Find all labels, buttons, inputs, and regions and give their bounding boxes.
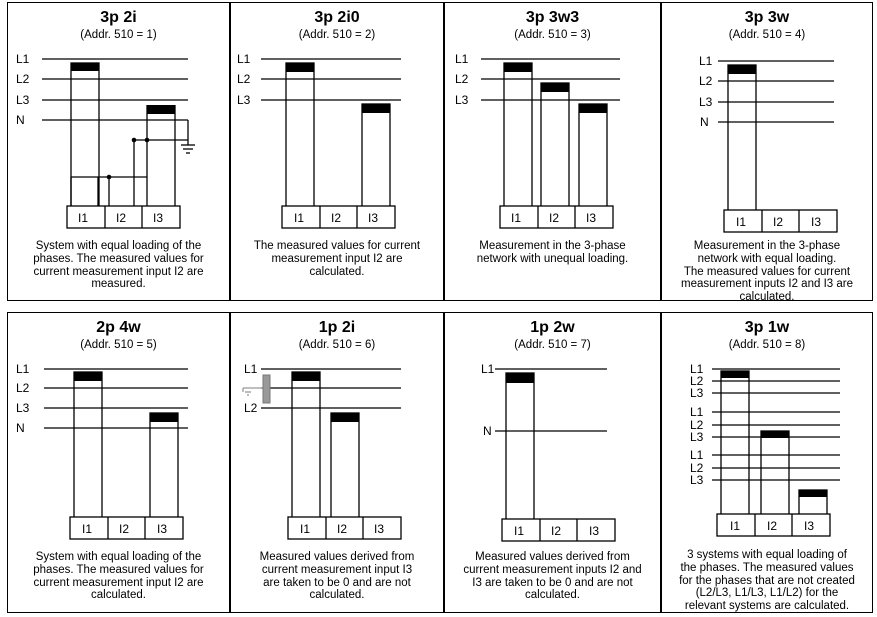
- line-label: L3: [690, 386, 704, 400]
- line-label: N: [16, 113, 25, 127]
- wiring-diagram: L1 L2 L3 N I1 I2 I3: [16, 52, 195, 229]
- panel-address: (Addr. 510 = 2): [298, 29, 376, 41]
- input-label: I3: [804, 519, 814, 533]
- line-label: L1: [16, 362, 30, 376]
- panel-3p-2i: 3p 2i (Addr. 510 = 1): [7, 2, 230, 301]
- line-label: L2: [16, 381, 30, 395]
- panel-title: 1p 2w: [530, 319, 575, 336]
- panel-description: System with equal loading of the phases. …: [33, 240, 204, 291]
- input-label: I2: [116, 211, 126, 225]
- line-label: L3: [690, 473, 704, 487]
- input-label: I3: [586, 211, 596, 225]
- line-label: L2: [699, 74, 713, 88]
- line-label: L2: [455, 72, 469, 86]
- input-label: I3: [811, 215, 821, 229]
- panel-3p-2i0: 3p 2i0 (Addr. 510 = 2) L1 L2 L3 I1 I2 I3…: [230, 2, 444, 301]
- input-label: I1: [294, 211, 304, 225]
- input-label: I3: [589, 524, 599, 538]
- input-label: I2: [551, 524, 561, 538]
- line-label: L3: [455, 93, 469, 107]
- panel-3p-3w3: 3p 3w3 (Addr. 510 = 3) L1 L2 L3 I1 I2 I3…: [444, 2, 661, 301]
- input-label: I2: [549, 211, 559, 225]
- input-label: I2: [337, 522, 347, 536]
- panel-address: (Addr. 510 = 4): [728, 29, 806, 41]
- panel-2p-4w: 2p 4w (Addr. 510 = 5) L1 L2 L3 N I1 I2 I…: [7, 312, 230, 613]
- line-label: L3: [16, 401, 30, 415]
- input-label: I3: [374, 522, 384, 536]
- wiring-diagram: L1 L2 L3 I1 I2 I3: [455, 52, 620, 229]
- line-label: L1: [237, 52, 251, 66]
- line-label: L2: [237, 72, 251, 86]
- line-label: L3: [16, 93, 30, 107]
- line-label: L1: [244, 362, 258, 376]
- line-label: L1: [699, 54, 713, 68]
- line-label: N: [16, 421, 25, 435]
- input-label: I3: [153, 211, 163, 225]
- line-label: L2: [16, 72, 30, 86]
- input-label: I3: [157, 522, 167, 536]
- line-label: L3: [690, 430, 704, 444]
- input-label: I1: [514, 524, 524, 538]
- input-label: I1: [730, 519, 740, 533]
- wiring-diagram: L1 L2 I1 I2 I3: [242, 362, 402, 540]
- panel-description: Measured values derived from current meas…: [259, 551, 415, 602]
- line-label: L1: [690, 405, 704, 419]
- panel-title: 3p 2i0: [314, 9, 360, 26]
- line-label: L1: [16, 52, 30, 66]
- panel-1p-2i: 1p 2i (Addr. 510 = 6) L1 L2 I1 I2 I3 Mea…: [230, 312, 444, 613]
- line-label: L1: [690, 362, 704, 376]
- input-label: I2: [767, 519, 777, 533]
- panel-title: 1p 2i: [318, 319, 356, 336]
- input-label: I2: [331, 211, 341, 225]
- line-label: L3: [699, 95, 713, 109]
- input-label: I1: [300, 522, 310, 536]
- input-label: I3: [368, 211, 378, 225]
- input-label: I1: [736, 215, 746, 229]
- wiring-diagram: L1 L2 L3 N I1 I2 I3: [699, 54, 838, 233]
- line-label: L2: [690, 461, 704, 475]
- panel-description: The measured values for current measureme…: [253, 240, 421, 278]
- panel-description: 3 systems with equal loading of the phase…: [679, 549, 855, 613]
- line-label: L2: [690, 418, 704, 432]
- input-label: I1: [82, 522, 92, 536]
- panel-description: Measurement in the 3-phase network with u…: [476, 240, 629, 265]
- line-label: N: [700, 115, 709, 129]
- transformer-icon: [242, 387, 264, 396]
- panel-1p-2w: 1p 2w (Addr. 510 = 7) L1 N I1 I2 I3 Meas…: [444, 312, 661, 613]
- panel-description: Measured values derived from current meas…: [463, 551, 642, 602]
- line-label: L2: [690, 374, 704, 388]
- panel-title: 3p 2i: [100, 9, 137, 26]
- panel-address: (Addr. 510 = 5): [80, 339, 157, 351]
- wiring-diagram: L1 N I1 I2 I3: [481, 362, 616, 542]
- input-label: I2: [119, 522, 129, 536]
- line-label: L1: [481, 362, 495, 376]
- input-label: I2: [773, 215, 783, 229]
- panel-address: (Addr. 510 = 6): [298, 339, 376, 351]
- wiring-diagram: L1 L2 L3 N I1 I2 I3: [16, 362, 188, 540]
- line-label: L3: [237, 93, 251, 107]
- panel-title: 3p 1w: [744, 319, 790, 336]
- panel-3p-1w: 3p 1w (Addr. 510 = 8) L1 L2 L3 L1 L2 L3: [661, 312, 873, 613]
- line-label: L2: [244, 401, 258, 415]
- panel-address: (Addr. 510 = 3): [514, 29, 591, 41]
- panel-address: (Addr. 510 = 1): [80, 29, 157, 41]
- panel-title: 3p 3w: [744, 9, 790, 26]
- panel-address: (Addr. 510 = 7): [514, 339, 591, 351]
- panel-title: 3p 3w3: [525, 9, 580, 26]
- panel-description: System with equal loading of the phases. …: [33, 551, 204, 602]
- line-label: N: [483, 424, 492, 438]
- input-label: I1: [78, 211, 88, 225]
- wiring-diagram: L1 L2 L3 I1 I2 I3: [237, 52, 401, 229]
- input-label: I1: [511, 211, 521, 225]
- line-label: L1: [455, 52, 469, 66]
- wiring-diagram: L1 L2 L3 L1 L2 L3 L1 L2 L3 I1 I2 I3: [690, 362, 840, 537]
- panel-address: (Addr. 510 = 8): [728, 339, 806, 351]
- panel-title: 2p 4w: [96, 319, 141, 336]
- line-label: L1: [690, 448, 704, 462]
- panel-3p-3w: 3p 3w (Addr. 510 = 4) L1 L2 L3 N I1 I2 I…: [661, 2, 873, 304]
- panel-description: Measurement in the 3-phase network with e…: [681, 240, 853, 304]
